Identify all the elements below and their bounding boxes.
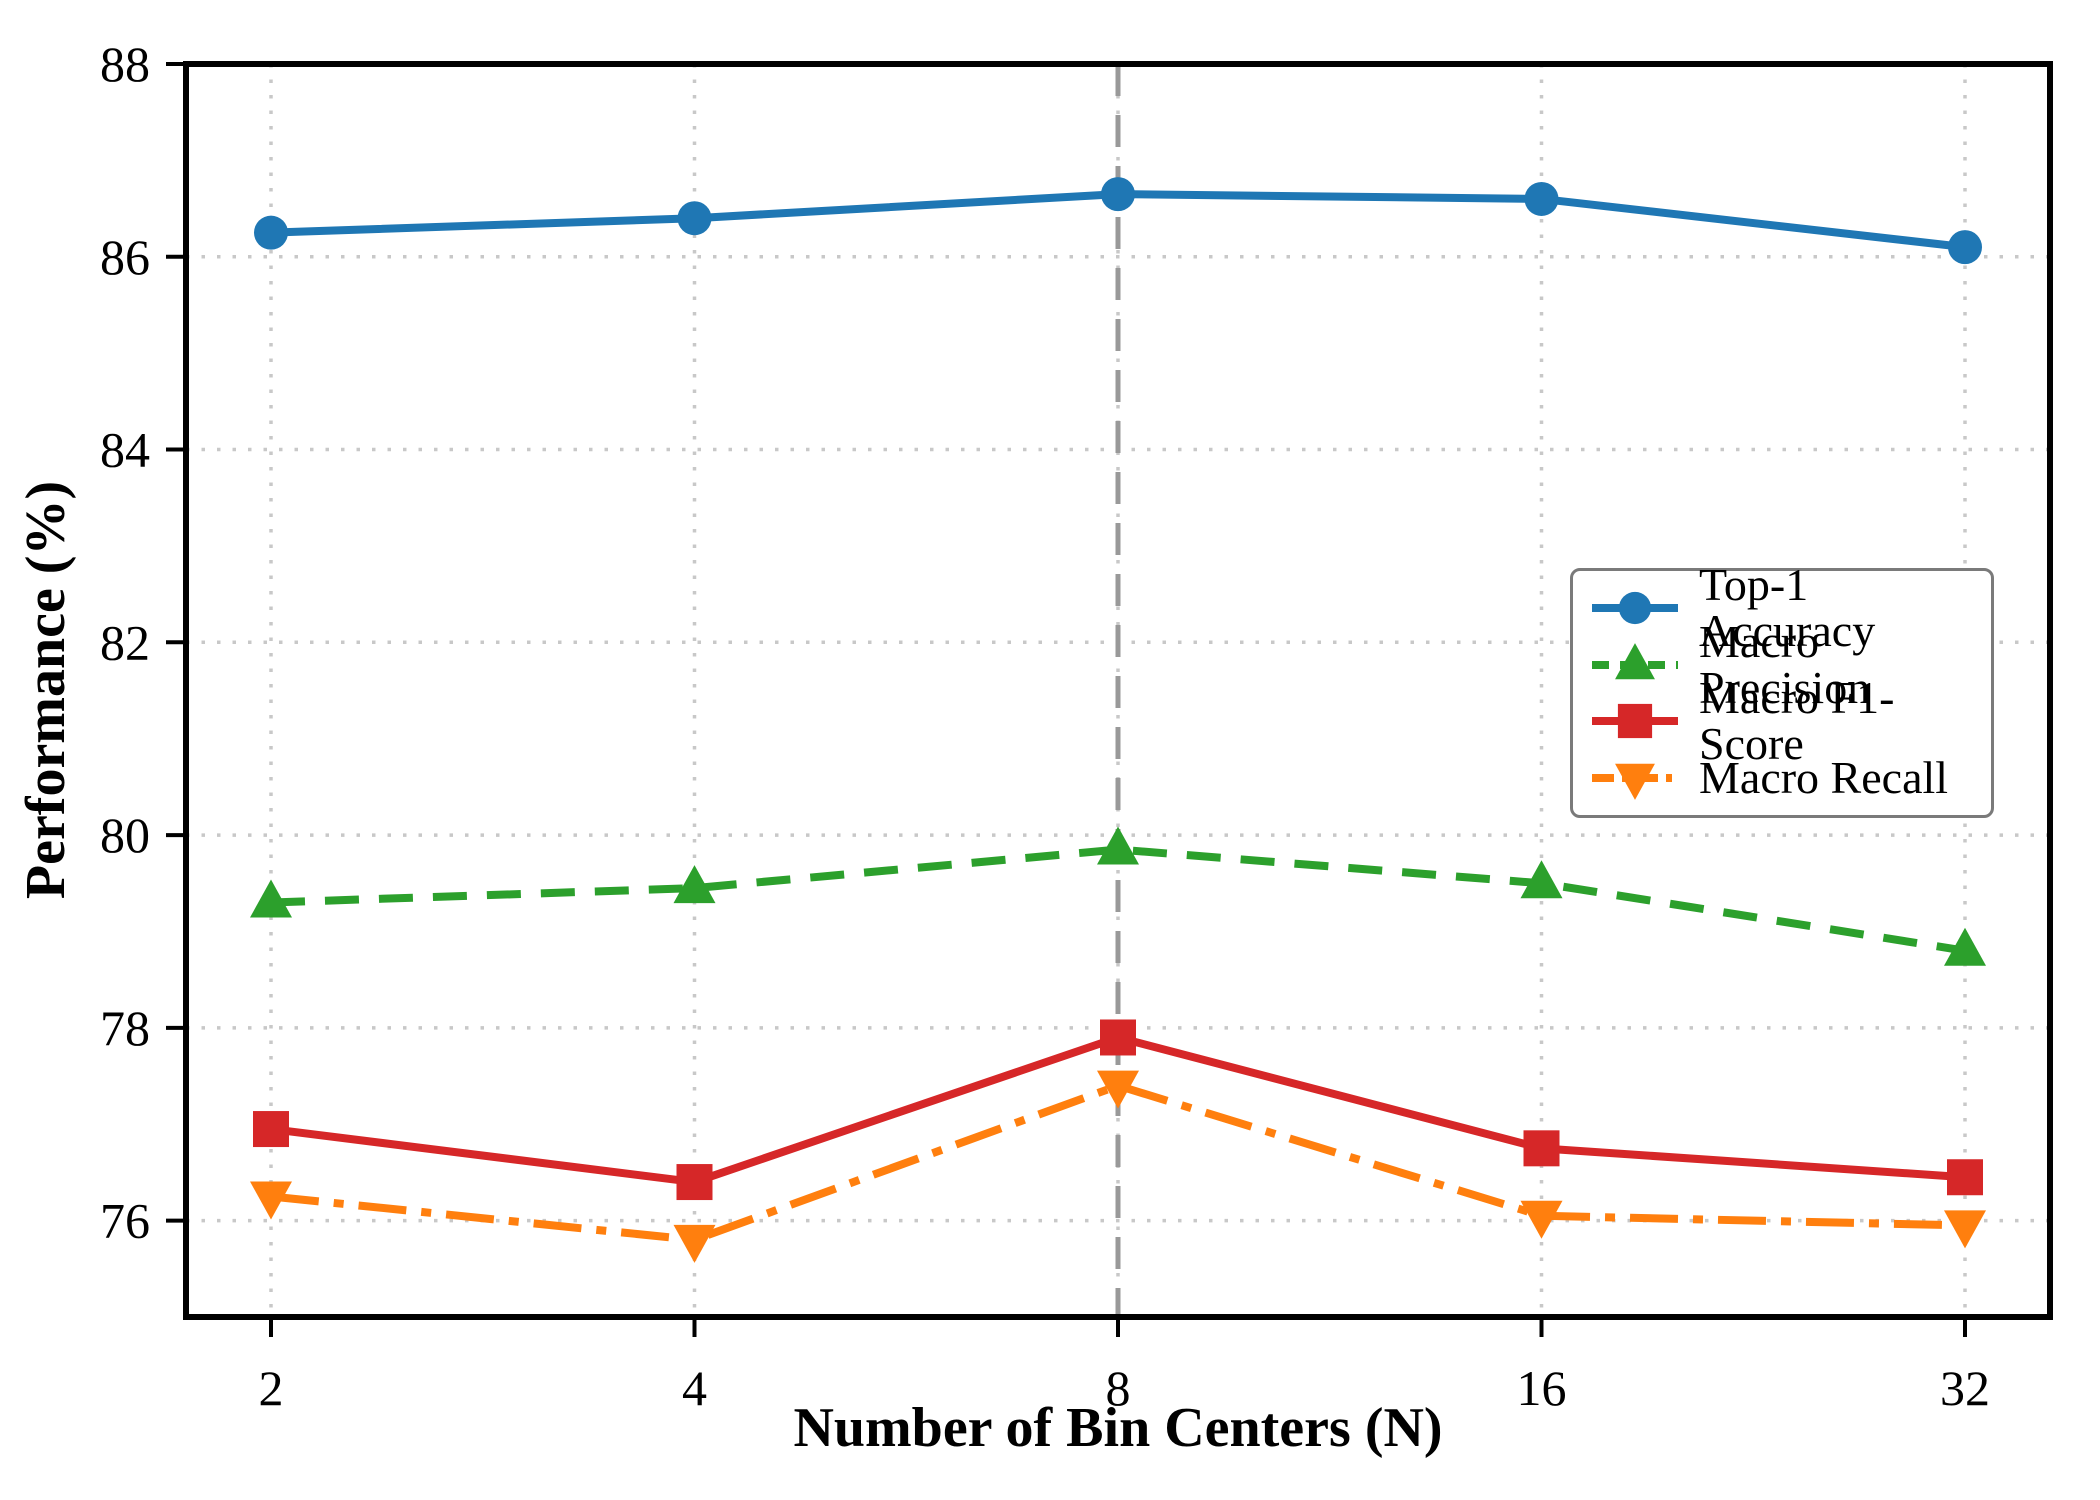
y-tick-label: 88 — [100, 36, 150, 92]
legend: Top-1 Accuracy Macro Precision Macro F1-… — [1570, 562, 1994, 818]
legend-label-macro-precision: Macro Precision — [1699, 615, 1871, 713]
legend-label-macro-recall: Macro Recall — [1699, 751, 1949, 803]
legend-sample-macro-precision — [1592, 642, 1678, 680]
y-tick-label: 78 — [100, 1000, 150, 1056]
y-axis-ticks: 76 78 80 82 84 86 88 — [100, 36, 186, 1249]
y-tick-label: 86 — [100, 229, 150, 285]
legend-sample-macro-recall — [1592, 763, 1678, 800]
y-tick-label: 80 — [100, 807, 150, 863]
x-axis-ticks: 2 4 8 16 32 — [259, 1317, 1990, 1416]
x-tick-label: 4 — [682, 1360, 707, 1416]
legend-sample-top-1-accuracy — [1592, 592, 1678, 625]
series-macro-recall — [250, 1070, 1986, 1263]
legend-item-macro-f1-score: Macro F1-Score — [1589, 675, 1981, 767]
series-top-1-accuracy — [254, 177, 1982, 265]
legend-item-macro-precision: Macro Precision — [1589, 618, 1981, 710]
y-axis-label: Performance (%) — [15, 480, 77, 900]
x-tick-label: 32 — [1940, 1360, 1990, 1416]
x-tick-label: 16 — [1517, 1360, 1567, 1416]
legend-label-macro-f1-score: Macro F1-Score — [1699, 672, 1895, 770]
legend-sample-macro-f1-score — [1592, 704, 1678, 739]
x-axis-label: Number of Bin Centers (N) — [793, 1397, 1443, 1459]
legend-item-top-1-accuracy: Top-1 Accuracy — [1589, 562, 1981, 654]
y-tick-label: 84 — [100, 422, 150, 478]
y-tick-label: 76 — [100, 1193, 150, 1249]
x-tick-label: 2 — [259, 1360, 284, 1416]
legend-item-macro-recall: Macro Recall — [1589, 753, 1981, 803]
series-macro-f1-score — [253, 1019, 1983, 1201]
x-tick-label: 8 — [1106, 1360, 1131, 1416]
legend-label-top-1-accuracy: Top-1 Accuracy — [1699, 559, 1876, 657]
y-tick-label: 82 — [100, 614, 150, 670]
series-macro-precision — [250, 826, 1986, 966]
